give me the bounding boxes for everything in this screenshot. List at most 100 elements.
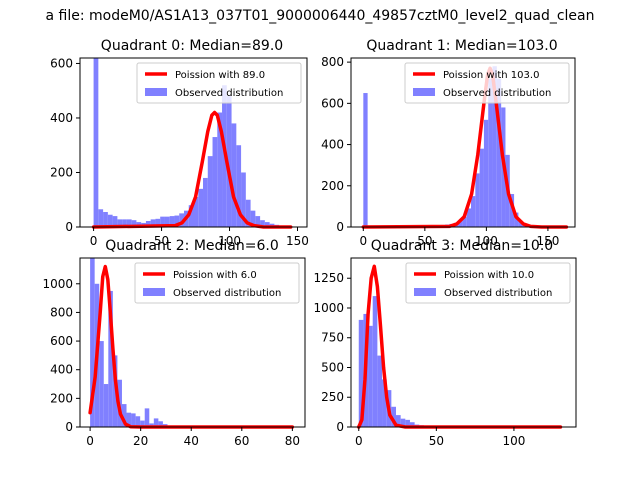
histogram-bar-q0-0 — [93, 58, 99, 227]
histogram-bar-q0-8 — [131, 220, 137, 227]
histogram-bar-q1-26 — [475, 173, 480, 227]
histogram-bar-q0-15 — [164, 216, 170, 227]
histogram-bar-q2-2 — [99, 341, 104, 427]
histogram-bar-q2-4 — [108, 290, 113, 427]
histogram-bar-q0-29 — [231, 123, 237, 227]
subplot-title-q2: Quadrant 2: Median=6.0 — [105, 238, 279, 254]
subplot-title-q0: Quadrant 0: Median=89.0 — [101, 38, 283, 54]
subplot-quadrant-2: Quadrant 2: Median=6.0 0 20 40 60 8002004006… — [42, 238, 306, 448]
histogram-bar-q2-11 — [140, 420, 145, 427]
y-tick-label-q3-2: 500 — [321, 360, 344, 374]
x-tick-label-q2-2: 40 — [184, 434, 199, 448]
histogram-bar-q0-24 — [207, 156, 213, 227]
histogram-bar-q1-28 — [483, 119, 489, 227]
x-tick-label-q2-0: 0 — [86, 434, 94, 448]
legend-label-observed-q2: Observed distribution — [173, 288, 281, 299]
histogram-bar-q1-30 — [492, 66, 497, 228]
legend-box-q1 — [404, 62, 570, 104]
histogram-bar-q3-11 — [409, 422, 415, 427]
histogram-bar-q0-7 — [126, 219, 132, 227]
histogram-bar-q2-0 — [90, 258, 95, 427]
legend-label-poisson-q0: Poission with 89.0 — [175, 70, 265, 81]
y-tick-label-q1-4: 800 — [321, 55, 344, 69]
legend-label-observed-q0: Observed distribution — [175, 88, 283, 99]
y-tick-label-q0-0: 0 — [65, 220, 73, 234]
histogram-bar-q2-7 — [121, 404, 127, 427]
axes-frame-q3 — [350, 257, 577, 428]
histogram-bar-q0-36 — [264, 222, 270, 227]
histogram-bar-q3-10 — [405, 419, 410, 427]
histogram-bar-q1-24 — [466, 208, 471, 227]
subplot-quadrant-3: Quadrant 3: Median=10.0 0 50 1000250500750… — [313, 238, 577, 448]
legend-label-poisson-q1: Poission with 103.0 — [443, 70, 539, 81]
histogram-bar-q2-15 — [158, 421, 163, 427]
legend-box-q3 — [405, 262, 571, 304]
x-tick-label-q2-1: 20 — [133, 434, 148, 448]
histogram-bar-q0-12 — [150, 219, 156, 227]
histogram-bar-q0-31 — [241, 172, 246, 227]
histogram-bar-q1-34 — [509, 194, 515, 227]
histogram-bar-q0-21 — [193, 197, 199, 227]
y-tick-label-q0-2: 400 — [50, 111, 73, 125]
x-tick-label-q1-2: 100 — [475, 234, 498, 248]
y-tick-label-q2-1: 200 — [50, 391, 73, 405]
y-tick-label-q3-4: 1000 — [313, 301, 344, 315]
histogram-bar-q3-9 — [400, 418, 406, 427]
histogram-bar-q3-8 — [396, 415, 401, 427]
legend-swatch-observed-q2 — [143, 288, 165, 296]
histogram-bar-q2-9 — [131, 413, 136, 427]
histogram-bar-q2-13 — [149, 423, 154, 427]
histogram-bar-q1-36 — [518, 220, 523, 227]
histogram-bar-q0-20 — [188, 205, 194, 227]
histogram-bar-q0-1 — [98, 209, 104, 227]
histogram-bar-q0-3 — [107, 214, 113, 227]
histogram-bar-q2-8 — [126, 412, 132, 427]
y-tick-label-q1-0: 0 — [336, 220, 344, 234]
y-tick-label-q2-3: 600 — [50, 334, 73, 348]
y-tick-label-q3-1: 250 — [321, 390, 344, 404]
y-tick-label-q1-3: 600 — [321, 96, 344, 110]
histogram-bar-q3-2 — [368, 325, 373, 427]
histogram-bar-q0-18 — [179, 213, 184, 227]
histogram-bar-q3-7 — [391, 406, 396, 427]
histogram-bar-q3-4 — [377, 355, 383, 427]
y-tick-label-q2-4: 800 — [50, 305, 73, 319]
histogram-bar-q0-32 — [245, 199, 251, 227]
histogram-bar-q3-0 — [358, 319, 364, 427]
histogram-bar-q0-16 — [169, 216, 175, 227]
histogram-bar-q1-35 — [514, 212, 519, 227]
y-tick-label-q2-2: 400 — [50, 363, 73, 377]
histogram-bar-q0-17 — [174, 215, 180, 227]
histogram-bar-q0-13 — [155, 218, 161, 227]
histogram-bar-q2-12 — [144, 408, 150, 427]
x-tick-label-q1-3: 150 — [536, 234, 559, 248]
x-tick-label-q3-1: 50 — [429, 434, 444, 448]
legend-swatch-observed-q3 — [414, 288, 436, 296]
x-tick-label-q0-3: 150 — [286, 234, 309, 248]
histogram-bar-q0-35 — [260, 220, 265, 227]
legend-box-q2 — [134, 262, 300, 304]
histogram-bar-q0-23 — [203, 177, 208, 227]
legend-label-observed-q3: Observed distribution — [444, 288, 552, 299]
histogram-bar-q0-6 — [122, 219, 127, 227]
histogram-bar-q0-30 — [236, 145, 242, 227]
histogram-bar-q0-25 — [212, 137, 218, 227]
x-tick-label-q2-4: 80 — [285, 434, 300, 448]
histogram-bar-q0-22 — [198, 188, 204, 227]
poisson-curve-q0 — [91, 110, 293, 229]
legend-label-poisson-q2: Poission with 6.0 — [173, 270, 257, 281]
histogram-bar-q0-28 — [226, 96, 232, 227]
y-tick-label-q1-2: 400 — [321, 138, 344, 152]
poisson-curve-q2 — [88, 264, 295, 429]
histogram-bar-q0-2 — [103, 212, 108, 227]
poisson-curve-q3 — [357, 264, 563, 429]
y-tick-label-q0-3: 600 — [50, 56, 73, 70]
legend-label-observed-q1: Observed distribution — [443, 88, 551, 99]
histogram-bar-q1-25 — [471, 196, 476, 227]
histogram-bar-q3-3 — [372, 296, 378, 427]
y-tick-label-q0-1: 200 — [50, 165, 73, 179]
histogram-bar-q1-27 — [479, 148, 484, 227]
histogram-bar-q0-5 — [117, 219, 123, 227]
